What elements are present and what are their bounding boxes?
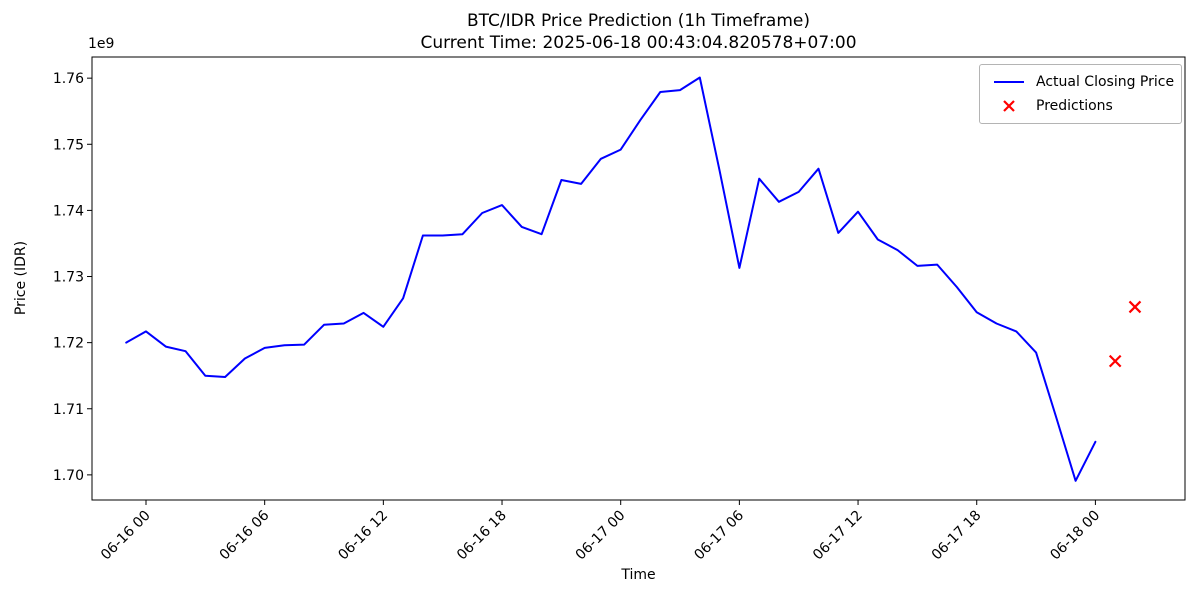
- y-axis-label: Price (IDR): [13, 240, 29, 316]
- y-tick-label: 1.71: [53, 402, 84, 418]
- x-tick-label: 06-17 06: [691, 507, 747, 563]
- prediction-x-marker: [1128, 300, 1142, 314]
- x-tick-label: 06-16 06: [217, 507, 273, 563]
- x-tick-label: 06-16 12: [335, 508, 391, 564]
- x-tick-label: 06-17 12: [810, 508, 866, 564]
- legend-item-actual: Actual Closing Price: [994, 72, 1175, 92]
- legend-label-actual: Actual Closing Price: [1036, 74, 1175, 90]
- axes-frame: [91, 56, 1186, 501]
- x-tick-label: 06-16 18: [454, 508, 510, 564]
- x-tick-label: 06-17 00: [573, 508, 629, 564]
- y-tick-label: 1.70: [53, 468, 84, 484]
- x-tick-label: 06-18 00: [1047, 508, 1103, 564]
- x-tick-label: 06-17 18: [929, 508, 985, 564]
- chart-title: BTC/IDR Price Prediction (1h Timeframe): [467, 11, 810, 31]
- y-tick-label: 1.75: [53, 137, 84, 153]
- actual-price-line: [125, 76, 1097, 482]
- prediction-x-marker: [1108, 354, 1122, 368]
- y-tick-label: 1.73: [53, 270, 84, 286]
- y-tick-label: 1.74: [53, 203, 84, 219]
- legend-label-predictions: Predictions: [1036, 98, 1113, 114]
- x-tick-label: 06-16 00: [98, 508, 154, 564]
- chart-subtitle: Current Time: 2025-06-18 00:43:04.820578…: [420, 33, 857, 53]
- legend-item-predictions: Predictions: [994, 96, 1173, 116]
- legend-x-marker-icon: [994, 99, 1024, 113]
- y-axis-offset-label: 1e9: [88, 36, 115, 52]
- x-axis-label: Time: [621, 567, 656, 583]
- legend-line-icon: [994, 81, 1024, 83]
- legend: Actual Closing Price Predictions: [979, 64, 1182, 124]
- y-tick-label: 1.76: [53, 71, 84, 87]
- y-tick-label: 1.72: [53, 336, 84, 352]
